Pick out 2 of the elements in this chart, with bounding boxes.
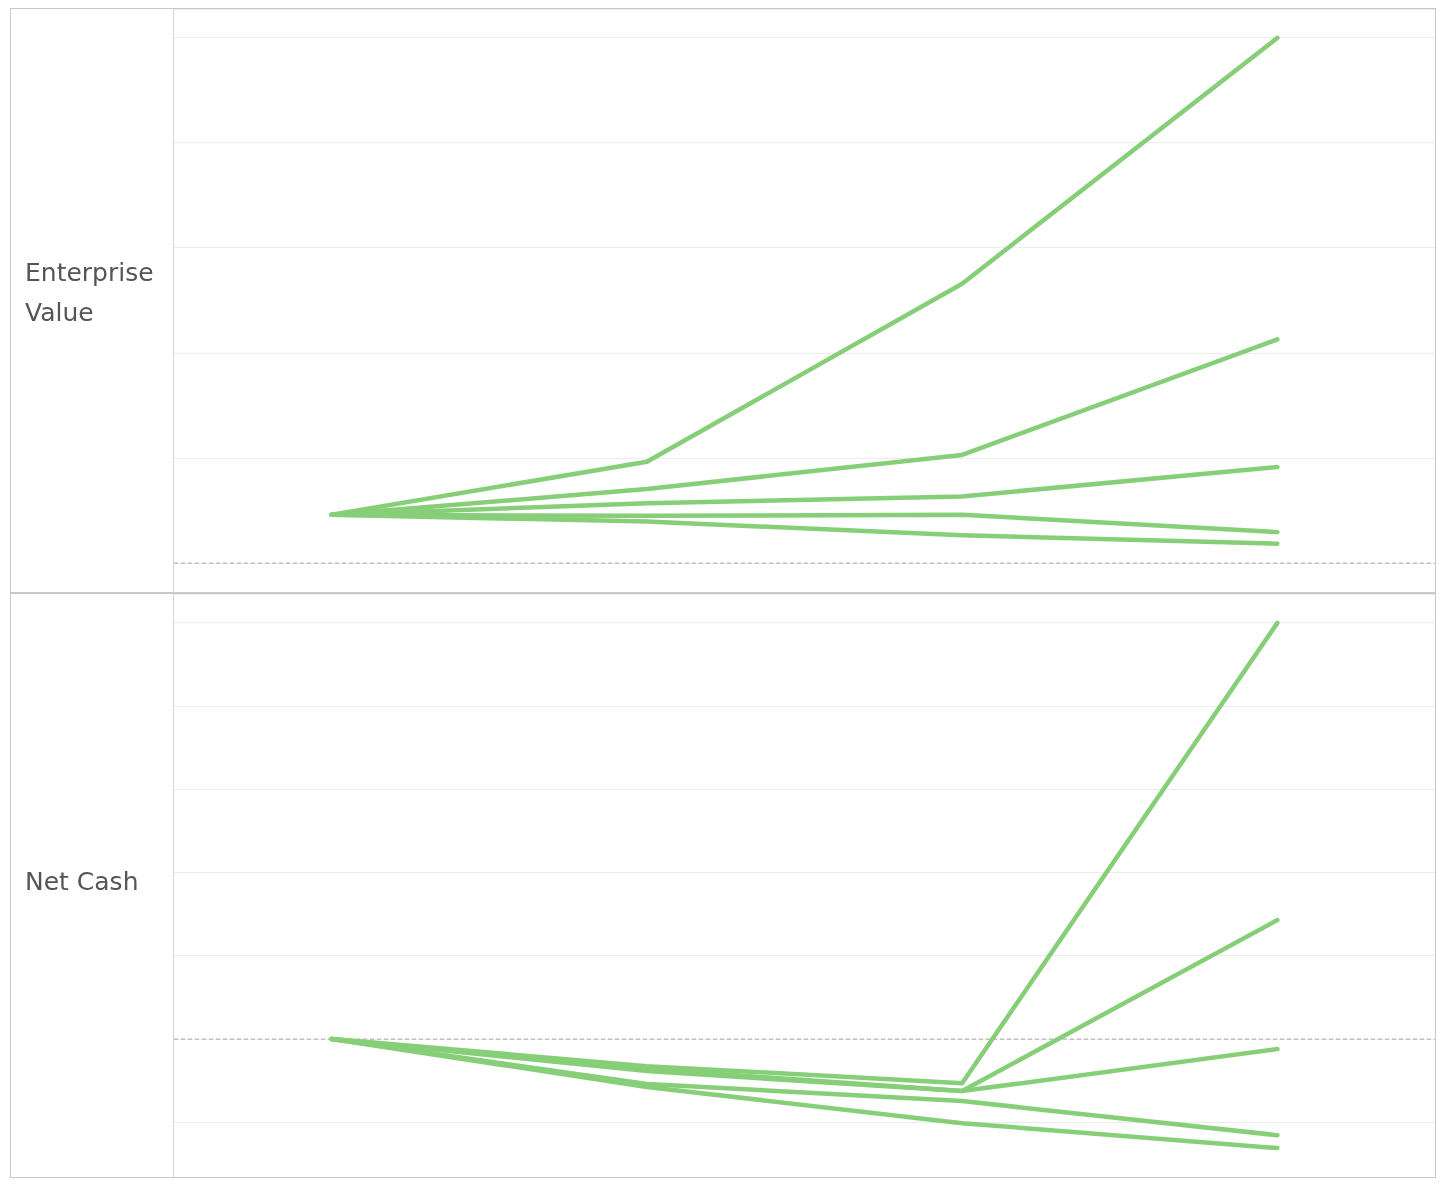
y-axis-title: Net Cash: [25, 865, 140, 898]
y-axis-title: Enterprise Value: [25, 256, 155, 329]
